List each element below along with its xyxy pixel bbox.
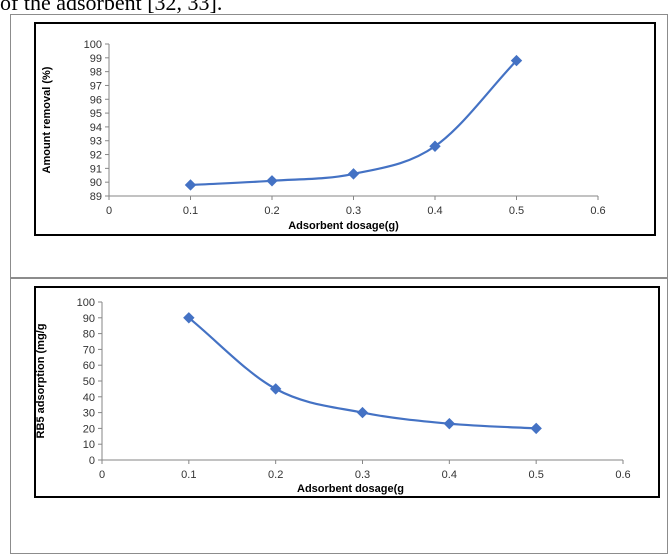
- y-tick-label: 94: [90, 122, 102, 134]
- chart-frame-removal: [34, 22, 656, 236]
- y-tick-label: 100: [77, 297, 95, 309]
- y-tick-label: 20: [83, 423, 95, 435]
- data-point-marker: [356, 406, 369, 419]
- y-tick-label: 92: [90, 150, 102, 162]
- x-tick-label: 0.3: [346, 205, 361, 217]
- y-tick-label: 60: [83, 360, 95, 372]
- data-point-marker: [530, 422, 542, 435]
- page-caption: of the adsorbent [32, 33].: [0, 0, 223, 15]
- y-tick-label: 30: [83, 408, 95, 420]
- y-tick-label: 50: [83, 376, 95, 388]
- data-point-marker: [347, 168, 360, 180]
- y-tick-label: 97: [90, 80, 102, 92]
- x-tick-label: 0.6: [615, 469, 630, 481]
- data-point-marker: [269, 383, 282, 395]
- y-tick-label: 70: [83, 344, 95, 356]
- data-point-marker: [183, 312, 195, 324]
- x-tick-label: 0.6: [590, 205, 605, 217]
- x-tick-label: 0.1: [181, 469, 196, 481]
- x-tick-label: 0.4: [427, 205, 442, 217]
- y-tick-label: 10: [83, 439, 95, 451]
- x-tick-label: 0: [106, 205, 112, 217]
- y-tick-label: 89: [90, 191, 102, 203]
- chart-frame-adsorption: [34, 286, 660, 498]
- x-tick-label: 0.4: [442, 469, 457, 481]
- x-tick-label: 0.1: [183, 205, 198, 217]
- y-axis-title: RB5 adsorption (mg/g: [35, 324, 47, 439]
- data-point-marker: [510, 54, 523, 67]
- y-tick-label: 93: [90, 136, 102, 148]
- y-tick-label: 80: [83, 329, 95, 341]
- y-tick-label: 95: [90, 108, 102, 120]
- data-point-marker: [184, 179, 197, 191]
- y-tick-label: 96: [90, 94, 102, 106]
- data-point-marker: [443, 417, 456, 430]
- y-tick-label: 99: [90, 53, 102, 65]
- x-axis-title: Adsorbent dosage(g): [288, 220, 399, 232]
- y-tick-label: 90: [90, 177, 102, 189]
- y-axis-title: Amount removal (%): [41, 66, 53, 173]
- y-tick-label: 98: [90, 67, 102, 79]
- y-tick-label: 91: [90, 163, 102, 175]
- x-tick-label: 0.5: [529, 469, 544, 481]
- x-tick-label: 0.3: [355, 469, 370, 481]
- x-tick-label: 0.2: [268, 469, 283, 481]
- data-point-marker: [429, 140, 441, 152]
- x-tick-label: 0.2: [264, 205, 279, 217]
- y-tick-label: 90: [83, 313, 95, 325]
- x-tick-label: 0.5: [509, 205, 524, 217]
- y-tick-label: 40: [83, 392, 95, 404]
- x-axis-title: Adsorbent dosage(g: [297, 483, 404, 495]
- x-tick-label: 0: [99, 469, 105, 481]
- y-tick-label: 0: [89, 455, 95, 467]
- y-tick-label: 100: [84, 39, 102, 51]
- data-point-marker: [266, 175, 278, 187]
